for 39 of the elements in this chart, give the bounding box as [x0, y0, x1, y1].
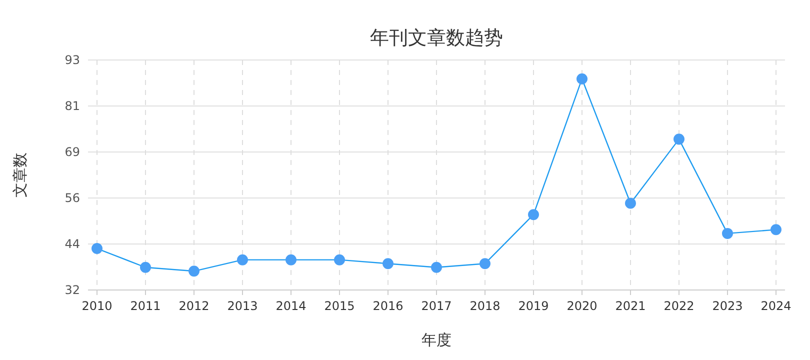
- y-tick-label: 93: [64, 53, 80, 67]
- point: [431, 262, 442, 273]
- x-tick-label: 2010: [82, 299, 112, 313]
- point: [382, 258, 394, 270]
- point: [528, 209, 539, 220]
- x-tick-label: 2019: [518, 299, 549, 313]
- point: [92, 243, 102, 254]
- y-tick-label: 81: [64, 99, 80, 113]
- point: [625, 198, 636, 209]
- y-tick-label: 44: [64, 237, 80, 251]
- point: [480, 258, 490, 270]
- point: [140, 262, 151, 273]
- point: [237, 254, 248, 266]
- x-tick-label: 2021: [615, 299, 646, 313]
- x-tick-label: 2022: [664, 299, 694, 313]
- point: [576, 73, 588, 84]
- x-tick-label: 2024: [760, 299, 792, 313]
- x-tick-label: 2015: [324, 299, 355, 313]
- x-tick-label: 2013: [227, 299, 258, 313]
- point: [770, 224, 782, 236]
- point: [286, 254, 296, 266]
- x-tick-label: 2020: [566, 299, 598, 313]
- point: [674, 134, 684, 145]
- y-tick-label: 69: [64, 145, 80, 159]
- point: [334, 254, 345, 266]
- x-tick-label: 2017: [421, 299, 452, 313]
- y-axis-title: 文章数: [11, 152, 29, 198]
- x-tick-label: 2018: [470, 299, 500, 313]
- y-tick-label: 32: [64, 283, 80, 297]
- y-tick-label: 56: [64, 191, 80, 205]
- x-tick-label: 2016: [372, 299, 404, 313]
- point: [188, 266, 200, 277]
- point: [722, 228, 733, 239]
- x-tick-label: 2014: [276, 299, 306, 313]
- x-tick-label: 2023: [712, 299, 743, 313]
- x-tick-label: 2012: [178, 299, 210, 313]
- chart-title: 年刊文章数趋势: [370, 27, 503, 49]
- x-tick-label: 2011: [130, 299, 161, 313]
- x-axis-title: 年度: [422, 331, 452, 349]
